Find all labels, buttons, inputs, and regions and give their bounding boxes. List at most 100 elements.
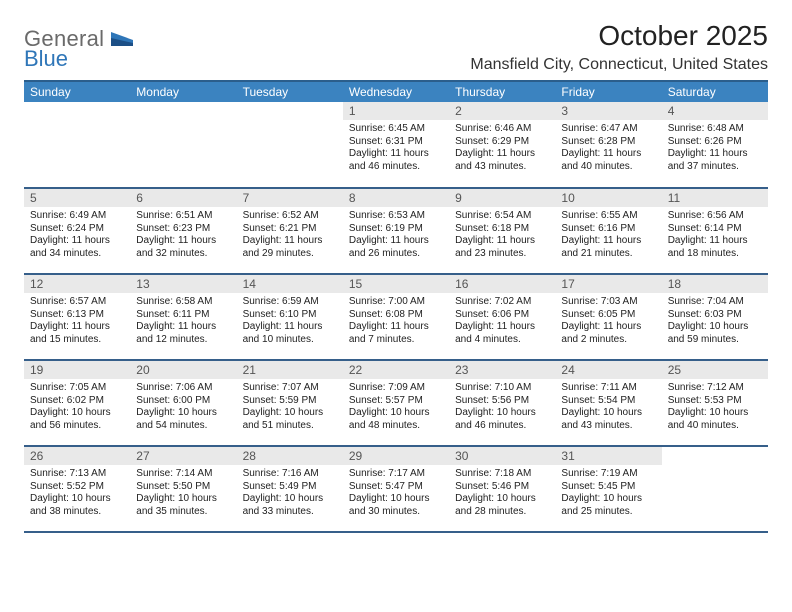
day-number: 31 (555, 447, 661, 465)
day-details: Sunrise: 6:49 AMSunset: 6:24 PMDaylight:… (24, 207, 130, 264)
calendar-day-cell: 16Sunrise: 7:02 AMSunset: 6:06 PMDayligh… (449, 274, 555, 360)
sunrise-text: Sunrise: 6:53 AM (349, 210, 443, 223)
calendar-day-cell: 5Sunrise: 6:49 AMSunset: 6:24 PMDaylight… (24, 188, 130, 274)
sunset-text: Sunset: 6:05 PM (561, 309, 655, 322)
day-details: Sunrise: 6:48 AMSunset: 6:26 PMDaylight:… (662, 120, 768, 177)
sunrise-text: Sunrise: 6:56 AM (668, 210, 762, 223)
calendar-day-cell (662, 446, 768, 532)
day-number: 29 (343, 447, 449, 465)
day-details: Sunrise: 7:17 AMSunset: 5:47 PMDaylight:… (343, 465, 449, 522)
calendar-page: General Blue October 2025 Mansfield City… (0, 0, 792, 533)
daylight-text: Daylight: 11 hours and 4 minutes. (455, 321, 549, 346)
sunset-text: Sunset: 6:23 PM (136, 223, 230, 236)
sunset-text: Sunset: 6:16 PM (561, 223, 655, 236)
day-number (237, 102, 343, 106)
day-number: 1 (343, 102, 449, 120)
daylight-text: Daylight: 10 hours and 30 minutes. (349, 493, 443, 518)
sunset-text: Sunset: 5:56 PM (455, 395, 549, 408)
sunrise-text: Sunrise: 6:46 AM (455, 123, 549, 136)
day-number (24, 102, 130, 106)
calendar-day-cell: 21Sunrise: 7:07 AMSunset: 5:59 PMDayligh… (237, 360, 343, 446)
calendar-day-cell: 10Sunrise: 6:55 AMSunset: 6:16 PMDayligh… (555, 188, 661, 274)
day-details: Sunrise: 7:06 AMSunset: 6:00 PMDaylight:… (130, 379, 236, 436)
calendar-day-cell (237, 102, 343, 188)
sunset-text: Sunset: 5:52 PM (30, 481, 124, 494)
weekday-header: Wednesday (343, 81, 449, 102)
day-details: Sunrise: 7:16 AMSunset: 5:49 PMDaylight:… (237, 465, 343, 522)
month-title: October 2025 (470, 20, 768, 52)
daylight-text: Daylight: 11 hours and 18 minutes. (668, 235, 762, 260)
calendar-day-cell (130, 102, 236, 188)
day-number: 8 (343, 189, 449, 207)
sunrise-text: Sunrise: 7:07 AM (243, 382, 337, 395)
sunrise-text: Sunrise: 6:47 AM (561, 123, 655, 136)
daylight-text: Daylight: 10 hours and 56 minutes. (30, 407, 124, 432)
day-details: Sunrise: 6:54 AMSunset: 6:18 PMDaylight:… (449, 207, 555, 264)
calendar-table: Sunday Monday Tuesday Wednesday Thursday… (24, 80, 768, 533)
calendar-day-cell: 9Sunrise: 6:54 AMSunset: 6:18 PMDaylight… (449, 188, 555, 274)
sunset-text: Sunset: 6:26 PM (668, 136, 762, 149)
calendar-day-cell: 3Sunrise: 6:47 AMSunset: 6:28 PMDaylight… (555, 102, 661, 188)
daylight-text: Daylight: 11 hours and 23 minutes. (455, 235, 549, 260)
daylight-text: Daylight: 11 hours and 26 minutes. (349, 235, 443, 260)
calendar-day-cell: 11Sunrise: 6:56 AMSunset: 6:14 PMDayligh… (662, 188, 768, 274)
sunrise-text: Sunrise: 6:48 AM (668, 123, 762, 136)
calendar-day-cell: 27Sunrise: 7:14 AMSunset: 5:50 PMDayligh… (130, 446, 236, 532)
sunset-text: Sunset: 6:13 PM (30, 309, 124, 322)
day-details: Sunrise: 7:05 AMSunset: 6:02 PMDaylight:… (24, 379, 130, 436)
day-number: 9 (449, 189, 555, 207)
day-number: 25 (662, 361, 768, 379)
daylight-text: Daylight: 10 hours and 46 minutes. (455, 407, 549, 432)
sunset-text: Sunset: 6:11 PM (136, 309, 230, 322)
day-number: 26 (24, 447, 130, 465)
day-details: Sunrise: 6:57 AMSunset: 6:13 PMDaylight:… (24, 293, 130, 350)
day-details: Sunrise: 7:00 AMSunset: 6:08 PMDaylight:… (343, 293, 449, 350)
day-number: 13 (130, 275, 236, 293)
daylight-text: Daylight: 10 hours and 51 minutes. (243, 407, 337, 432)
day-number: 11 (662, 189, 768, 207)
weekday-header: Sunday (24, 81, 130, 102)
weekday-header: Saturday (662, 81, 768, 102)
day-details: Sunrise: 6:55 AMSunset: 6:16 PMDaylight:… (555, 207, 661, 264)
sunrise-text: Sunrise: 6:54 AM (455, 210, 549, 223)
day-number: 24 (555, 361, 661, 379)
calendar-day-cell: 4Sunrise: 6:48 AMSunset: 6:26 PMDaylight… (662, 102, 768, 188)
sunset-text: Sunset: 5:53 PM (668, 395, 762, 408)
day-details: Sunrise: 7:13 AMSunset: 5:52 PMDaylight:… (24, 465, 130, 522)
sunset-text: Sunset: 6:28 PM (561, 136, 655, 149)
day-details: Sunrise: 7:12 AMSunset: 5:53 PMDaylight:… (662, 379, 768, 436)
calendar-body: 1Sunrise: 6:45 AMSunset: 6:31 PMDaylight… (24, 102, 768, 532)
day-number: 28 (237, 447, 343, 465)
weekday-header: Friday (555, 81, 661, 102)
day-number: 19 (24, 361, 130, 379)
sunrise-text: Sunrise: 7:14 AM (136, 468, 230, 481)
day-number: 18 (662, 275, 768, 293)
sunset-text: Sunset: 5:46 PM (455, 481, 549, 494)
day-number: 10 (555, 189, 661, 207)
daylight-text: Daylight: 10 hours and 40 minutes. (668, 407, 762, 432)
daylight-text: Daylight: 10 hours and 35 minutes. (136, 493, 230, 518)
sunset-text: Sunset: 5:54 PM (561, 395, 655, 408)
day-number: 12 (24, 275, 130, 293)
calendar-day-cell: 30Sunrise: 7:18 AMSunset: 5:46 PMDayligh… (449, 446, 555, 532)
calendar-day-cell: 26Sunrise: 7:13 AMSunset: 5:52 PMDayligh… (24, 446, 130, 532)
sunset-text: Sunset: 6:06 PM (455, 309, 549, 322)
title-block: October 2025 Mansfield City, Connecticut… (470, 20, 768, 74)
calendar-day-cell: 12Sunrise: 6:57 AMSunset: 6:13 PMDayligh… (24, 274, 130, 360)
daylight-text: Daylight: 11 hours and 37 minutes. (668, 148, 762, 173)
day-number: 20 (130, 361, 236, 379)
day-details: Sunrise: 7:14 AMSunset: 5:50 PMDaylight:… (130, 465, 236, 522)
flag-icon (111, 33, 133, 50)
sunset-text: Sunset: 6:02 PM (30, 395, 124, 408)
sunset-text: Sunset: 6:03 PM (668, 309, 762, 322)
daylight-text: Daylight: 11 hours and 10 minutes. (243, 321, 337, 346)
day-number: 6 (130, 189, 236, 207)
calendar-day-cell: 17Sunrise: 7:03 AMSunset: 6:05 PMDayligh… (555, 274, 661, 360)
sunrise-text: Sunrise: 7:09 AM (349, 382, 443, 395)
daylight-text: Daylight: 10 hours and 59 minutes. (668, 321, 762, 346)
calendar-day-cell: 14Sunrise: 6:59 AMSunset: 6:10 PMDayligh… (237, 274, 343, 360)
sunrise-text: Sunrise: 7:19 AM (561, 468, 655, 481)
sunrise-text: Sunrise: 7:04 AM (668, 296, 762, 309)
sunset-text: Sunset: 6:29 PM (455, 136, 549, 149)
sunset-text: Sunset: 6:19 PM (349, 223, 443, 236)
